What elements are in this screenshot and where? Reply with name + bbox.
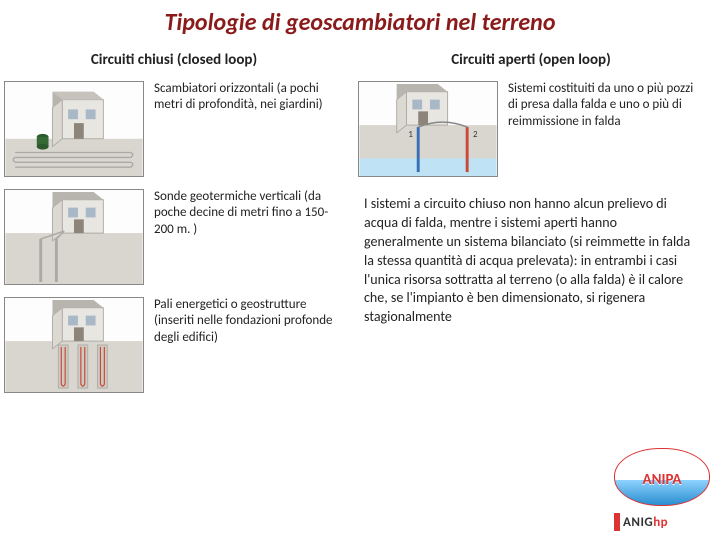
item-text: Scambiatori orizzontali (a pochi metri d…	[144, 81, 344, 114]
logo-anighp: ANIGhp	[614, 512, 710, 532]
logo-anighp-text: ANIGhp	[623, 515, 668, 530]
column-closed-loop: Circuiti chiusi (closed loop)	[4, 51, 344, 405]
list-item: 1 2 Sistemi costituiti da uno o più pozz…	[358, 81, 704, 177]
item-text: Sistemi costituiti da uno o più pozzi di…	[498, 81, 704, 130]
thumb-horizontal-exchangers	[4, 81, 144, 177]
logo-anighp-bar-icon	[614, 513, 620, 531]
explanatory-paragraph: I sistemi a circuito chiuso non hanno al…	[358, 189, 704, 327]
list-item: Pali energetici o geostrutture (inseriti…	[4, 297, 344, 393]
logo-area: ANIPA ANIGhp	[614, 448, 710, 532]
list-item: Scambiatori orizzontali (a pochi metri d…	[4, 81, 344, 177]
heading-closed-loop: Circuiti chiusi (closed loop)	[4, 51, 344, 69]
svg-text:2: 2	[473, 130, 478, 140]
logo-anipa-text: ANIPA	[642, 471, 681, 489]
content-columns: Circuiti chiusi (closed loop)	[0, 51, 720, 405]
heading-open-loop: Circuiti aperti (open loop)	[358, 51, 704, 69]
column-open-loop: Circuiti aperti (open loop) 1	[344, 51, 704, 405]
logo-anipa: ANIPA	[614, 448, 710, 506]
page-title: Tipologie di geoscambiatori nel terreno	[0, 0, 720, 51]
svg-text:1: 1	[408, 130, 413, 140]
thumb-energy-piles	[4, 297, 144, 393]
item-text: Pali energetici o geostrutture (inseriti…	[144, 297, 344, 346]
thumb-open-loop-wells: 1 2	[358, 81, 498, 177]
list-item: Sonde geotermiche verticali (da poche de…	[4, 189, 344, 285]
item-text: Sonde geotermiche verticali (da poche de…	[144, 189, 344, 238]
thumb-vertical-probes	[4, 189, 144, 285]
